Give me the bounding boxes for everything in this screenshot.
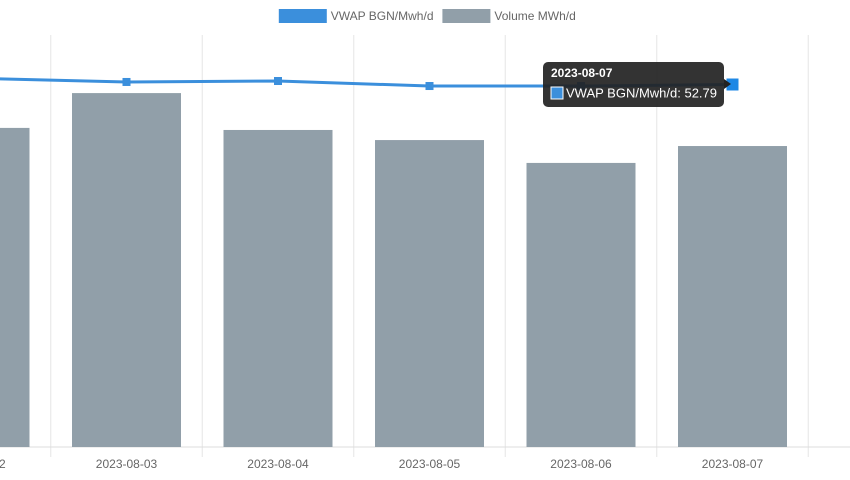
legend-label: VWAP BGN/Mwh/d (331, 9, 434, 23)
legend-swatch (278, 9, 327, 23)
line-point (274, 77, 282, 86)
tooltip-title: 2023-08-07 (551, 66, 613, 80)
bar (0, 127, 30, 447)
x-tick-label: 2023-08-06 (550, 457, 612, 471)
bar (526, 162, 636, 447)
x-tick-label: 2023-08-04 (247, 457, 309, 471)
legend-swatch (442, 9, 491, 23)
x-tick-label: 2023-08-02 (0, 457, 6, 471)
x-tick-label: 2023-08-05 (399, 457, 461, 471)
bar (72, 93, 181, 447)
bar (678, 146, 787, 447)
line-point (726, 78, 739, 91)
line-point (122, 77, 131, 86)
tooltip-box (543, 62, 724, 107)
tooltip-label: VWAP BGN/Mwh/d: 52.79 (566, 85, 717, 100)
tooltip: 2023-08-07 VWAP BGN/Mwh/d: 52.79 (543, 62, 731, 107)
bar (223, 129, 333, 447)
bar (375, 140, 484, 447)
legend-label: Volume MWh/d (494, 9, 575, 23)
line-point (425, 82, 434, 91)
x-tick-label: 2023-08-07 (702, 457, 764, 471)
tooltip-caret (724, 79, 731, 89)
tooltip-swatch (550, 86, 564, 100)
x-tick-label: 2023-08-03 (96, 457, 158, 471)
